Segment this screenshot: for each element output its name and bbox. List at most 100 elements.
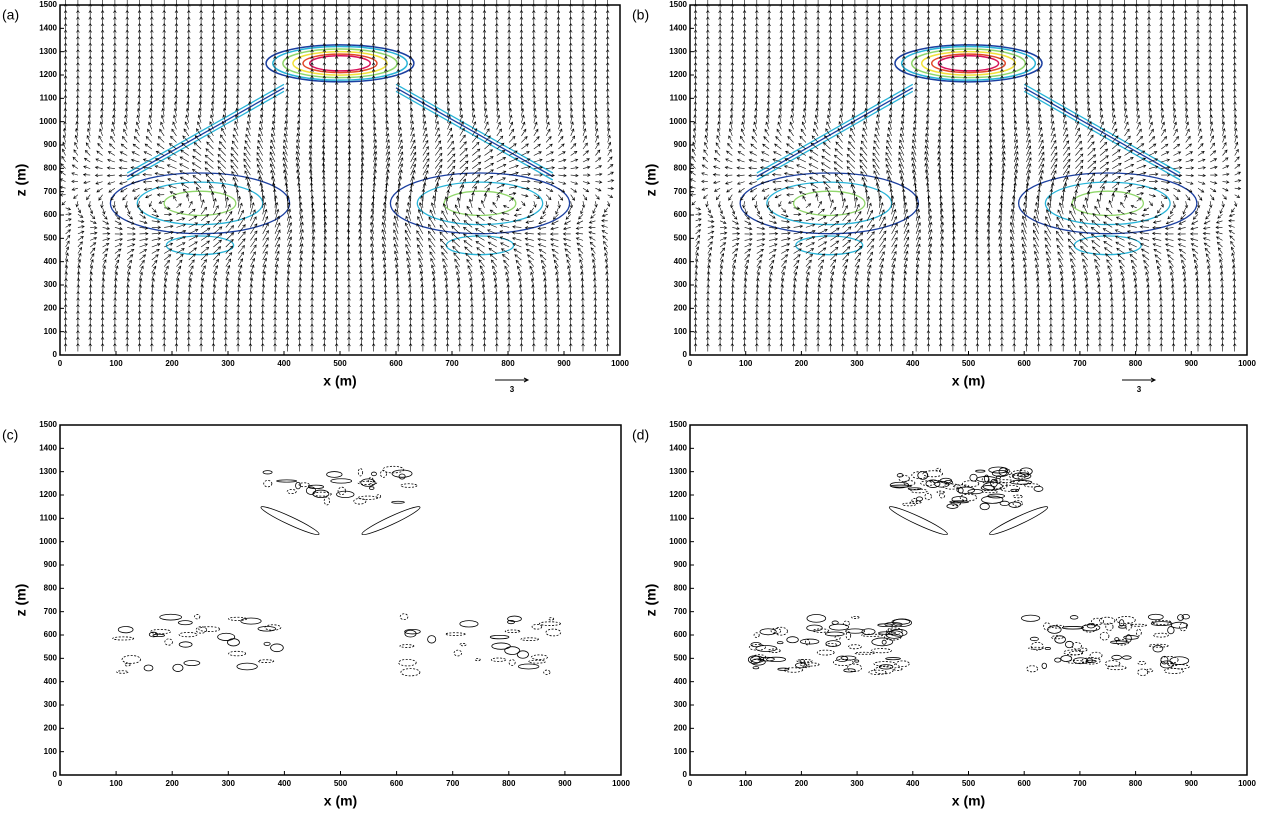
- y-tick-label: 300: [44, 700, 58, 709]
- contour: [773, 626, 788, 636]
- x-tick-label: 0: [58, 359, 63, 368]
- y-tick-label: 1500: [669, 420, 687, 429]
- contour: [979, 502, 990, 511]
- contour: [937, 55, 1000, 72]
- contour: [1030, 641, 1044, 651]
- contour: [217, 632, 236, 641]
- contour: [975, 469, 986, 473]
- contour: [832, 658, 854, 667]
- contour: [260, 506, 320, 536]
- reference-vector-label: 3: [510, 385, 515, 394]
- x-tick-label: 0: [688, 359, 693, 368]
- contour: [302, 53, 378, 74]
- panel-label: (b): [632, 7, 649, 23]
- x-tick-label: 400: [278, 779, 292, 788]
- y-tick-label: 0: [53, 770, 58, 779]
- contour: [1008, 473, 1015, 478]
- y-tick-label: 0: [683, 350, 688, 359]
- contour: [152, 633, 165, 638]
- panel: 3 0 100 200 300 400 500 600 700 800 900 1000 0 100 200…: [632, 0, 1256, 394]
- x-tick-label: 500: [962, 779, 976, 788]
- contour: [871, 637, 894, 647]
- y-tick-label: 200: [44, 723, 58, 732]
- contour: [889, 628, 908, 637]
- contour: [917, 470, 929, 480]
- contour: [967, 488, 984, 495]
- contour: [257, 659, 275, 663]
- y-tick-label: 800: [674, 163, 688, 172]
- contour: [1099, 616, 1116, 625]
- contour: [755, 645, 778, 652]
- contour: [507, 615, 522, 623]
- x-tick-label: 800: [1129, 359, 1143, 368]
- contour: [165, 235, 235, 256]
- contour: [1115, 616, 1136, 625]
- contour: [1011, 470, 1029, 477]
- contour: [925, 479, 941, 488]
- x-tick-label: 500: [334, 779, 348, 788]
- y-tick-label: 700: [44, 187, 58, 196]
- contour: [395, 90, 554, 181]
- y-tick-label: 1000: [39, 117, 57, 126]
- contour: [991, 469, 1009, 477]
- contour: [1181, 613, 1190, 620]
- x-tick-label: 600: [1018, 359, 1032, 368]
- y-tick-label: 600: [674, 210, 688, 219]
- contour: [805, 639, 811, 646]
- contour: [909, 500, 922, 504]
- contour: [1043, 622, 1051, 631]
- contour: [265, 44, 415, 83]
- contour: [309, 55, 371, 72]
- contour: [1033, 485, 1044, 492]
- y-tick-label: 200: [44, 303, 58, 312]
- contour: [998, 467, 1008, 476]
- contour: [504, 629, 521, 633]
- contour: [911, 471, 929, 479]
- contour: [545, 628, 562, 637]
- contour: [508, 659, 516, 666]
- contour: [1167, 626, 1175, 635]
- contour: [910, 48, 1027, 79]
- contour: [143, 664, 154, 672]
- contour: [163, 190, 237, 217]
- contour-field: [109, 44, 571, 256]
- contour: [1110, 640, 1128, 644]
- y-tick-label: 800: [44, 163, 58, 172]
- contour: [1119, 619, 1125, 627]
- x-tick-label: 600: [1018, 779, 1032, 788]
- contour: [759, 628, 777, 636]
- contour: [1021, 614, 1041, 622]
- contour: [900, 45, 1037, 81]
- y-axis-label: z (m): [643, 164, 659, 197]
- contour: [404, 628, 421, 635]
- contour: [783, 667, 804, 673]
- panel: 0 100 200 300 400 500 600 700 800 900 1000 0 100 200 3…: [2, 420, 630, 809]
- contour: [270, 643, 284, 653]
- contour: [538, 621, 561, 626]
- contour: [881, 639, 887, 645]
- contour: [1044, 647, 1051, 650]
- contour: [898, 475, 910, 483]
- contour: [531, 624, 543, 630]
- contour: [1104, 660, 1121, 667]
- contour: [369, 486, 375, 490]
- contour: [1028, 646, 1044, 650]
- panel: 3 0 100 200 300 400 500 600 700 800 900 1000 0 100 200…: [2, 0, 629, 394]
- contour: [870, 648, 892, 654]
- y-tick-label: 600: [44, 210, 58, 219]
- contour: [1012, 494, 1023, 499]
- x-tick-label: 100: [739, 779, 753, 788]
- x-tick-label: 300: [850, 779, 864, 788]
- x-tick-label: 200: [165, 359, 179, 368]
- contour: [1086, 623, 1096, 629]
- y-axis-label: z (m): [13, 584, 29, 617]
- contour: [750, 655, 765, 663]
- contour: [1069, 615, 1079, 620]
- panel-label: (a): [2, 7, 19, 23]
- y-tick-label: 400: [674, 257, 688, 266]
- contour: [922, 470, 944, 478]
- contour: [1170, 664, 1190, 670]
- x-tick-label: 900: [1185, 359, 1199, 368]
- y-tick-label: 500: [44, 653, 58, 662]
- x-tick-label: 1000: [1238, 779, 1256, 788]
